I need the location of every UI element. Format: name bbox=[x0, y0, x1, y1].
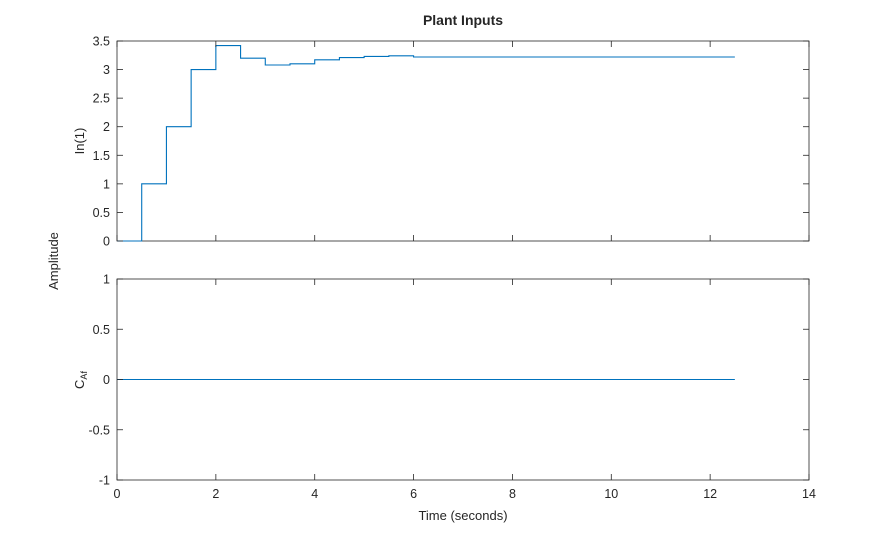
y-tick-label: 0.5 bbox=[93, 206, 110, 220]
x-tick-label: 2 bbox=[212, 487, 219, 501]
y-tick-label: 2.5 bbox=[93, 92, 110, 106]
y-tick-label: 1 bbox=[103, 273, 110, 287]
x-tick-label: 10 bbox=[604, 487, 618, 501]
y-tick-label: 3.5 bbox=[93, 35, 110, 49]
x-axis-label: Time (seconds) bbox=[418, 508, 507, 523]
x-tick-label: 0 bbox=[114, 487, 121, 501]
series-in1 bbox=[117, 45, 735, 242]
y-axis-label-bottom-sub: Af bbox=[79, 371, 89, 380]
x-tick-label: 6 bbox=[410, 487, 417, 501]
y-axis-label-bottom-main: C bbox=[72, 380, 87, 389]
x-tick-label: 14 bbox=[802, 487, 816, 501]
y-tick-label: 0.5 bbox=[93, 323, 110, 337]
y-axis-label-top: In(1) bbox=[72, 128, 87, 155]
plot-area-top bbox=[116, 40, 810, 242]
x-tick-label: 12 bbox=[703, 487, 717, 501]
y-ticks-top: 0 0.5 1 1.5 2 2.5 3 3.5 bbox=[93, 35, 809, 249]
x-tick-label: 4 bbox=[311, 487, 318, 501]
y-tick-label: 1.5 bbox=[93, 149, 110, 163]
x-ticks-top bbox=[116, 41, 810, 241]
x-tick-label: 8 bbox=[509, 487, 516, 501]
axes-top: 0 0.5 1 1.5 2 2.5 3 3.5 In(1) bbox=[72, 35, 810, 249]
y-ticks-bottom: -1 -0.5 0 0.5 1 bbox=[88, 273, 809, 488]
y-tick-label: 0 bbox=[103, 235, 110, 249]
y-axis-label-bottom: CAf bbox=[72, 371, 89, 389]
shared-y-axis-label: Amplitude bbox=[46, 232, 61, 290]
y-tick-label: -0.5 bbox=[88, 423, 110, 437]
series-line bbox=[117, 45, 735, 242]
y-tick-label: 3 bbox=[103, 63, 110, 77]
axes-bottom: -1 -0.5 0 0.5 1 0 2 4 6 8 10 12 14 CAf bbox=[72, 273, 816, 502]
y-tick-label: 2 bbox=[103, 120, 110, 134]
chart-title: Plant Inputs bbox=[423, 12, 503, 28]
x-ticks-bottom: 0 2 4 6 8 10 12 14 bbox=[114, 279, 816, 501]
y-tick-label: 1 bbox=[103, 177, 110, 191]
y-tick-label: -1 bbox=[99, 474, 110, 488]
y-tick-label: 0 bbox=[103, 373, 110, 387]
